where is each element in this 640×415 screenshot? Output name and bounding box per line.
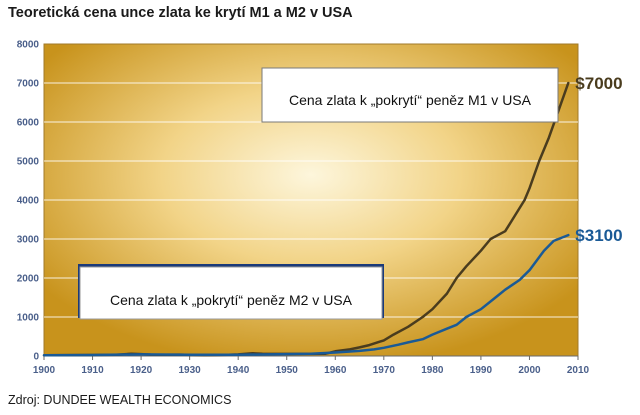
annotation-m2-text: Cena zlata k „pokrytí“ peněz M2 v USA — [110, 292, 353, 308]
chart-title: Teoretická cena unce zlata ke krytí M1 a… — [8, 5, 353, 21]
end-label-m1: $7000 — [575, 74, 622, 93]
x-tick-label-1950: 1950 — [276, 365, 299, 376]
x-tick-label-2010: 2010 — [567, 365, 590, 376]
y-tick-label-8000: 8000 — [17, 40, 40, 51]
y-tick-label-2000: 2000 — [17, 274, 40, 285]
axes: 0 1000 2000 3000 4000 5000 6000 7000 8000 1900 191… — [17, 40, 590, 377]
y-tick-label-3000: 3000 — [17, 235, 40, 246]
y-tick-label-1000: 1000 — [17, 313, 40, 324]
x-tick-label-1910: 1910 — [81, 365, 104, 376]
x-tick-label-1930: 1930 — [179, 365, 202, 376]
x-tick-label-1940: 1940 — [227, 365, 250, 376]
annotation-m2-box — [79, 266, 383, 320]
y-tick-label-7000: 7000 — [17, 79, 40, 90]
x-tick-label-1920: 1920 — [130, 365, 153, 376]
series-layer: $7000 $3100 — [42, 74, 623, 357]
y-tick-label-6000: 6000 — [17, 118, 40, 129]
x-tick-label-1900: 1900 — [33, 365, 56, 376]
x-tick-label-1980: 1980 — [421, 365, 444, 376]
y-tick-label-0: 0 — [33, 352, 39, 363]
annotation-m1: Cena zlata k „pokrytí“ peněz M1 v USA — [261, 67, 559, 123]
end-label-m2: $3100 — [575, 226, 622, 245]
x-tick-label-1970: 1970 — [373, 365, 396, 376]
x-tick-label-1960: 1960 — [324, 365, 347, 376]
annotation-m2: Cena zlata k „pokrytí“ peněz M2 v USA — [78, 264, 384, 320]
annotation-m1-box — [261, 67, 559, 123]
series-line-m2 — [42, 233, 570, 357]
x-tick-label-2000: 2000 — [518, 365, 541, 376]
y-tick-label-4000: 4000 — [17, 196, 40, 207]
x-tick-label-1990: 1990 — [470, 365, 493, 376]
source-note: Zdroj: DUNDEE WEALTH ECONOMICS — [8, 393, 232, 407]
y-tick-label-5000: 5000 — [17, 157, 40, 168]
annotation-m1-text: Cena zlata k „pokrytí“ peněz M1 v USA — [289, 92, 532, 108]
